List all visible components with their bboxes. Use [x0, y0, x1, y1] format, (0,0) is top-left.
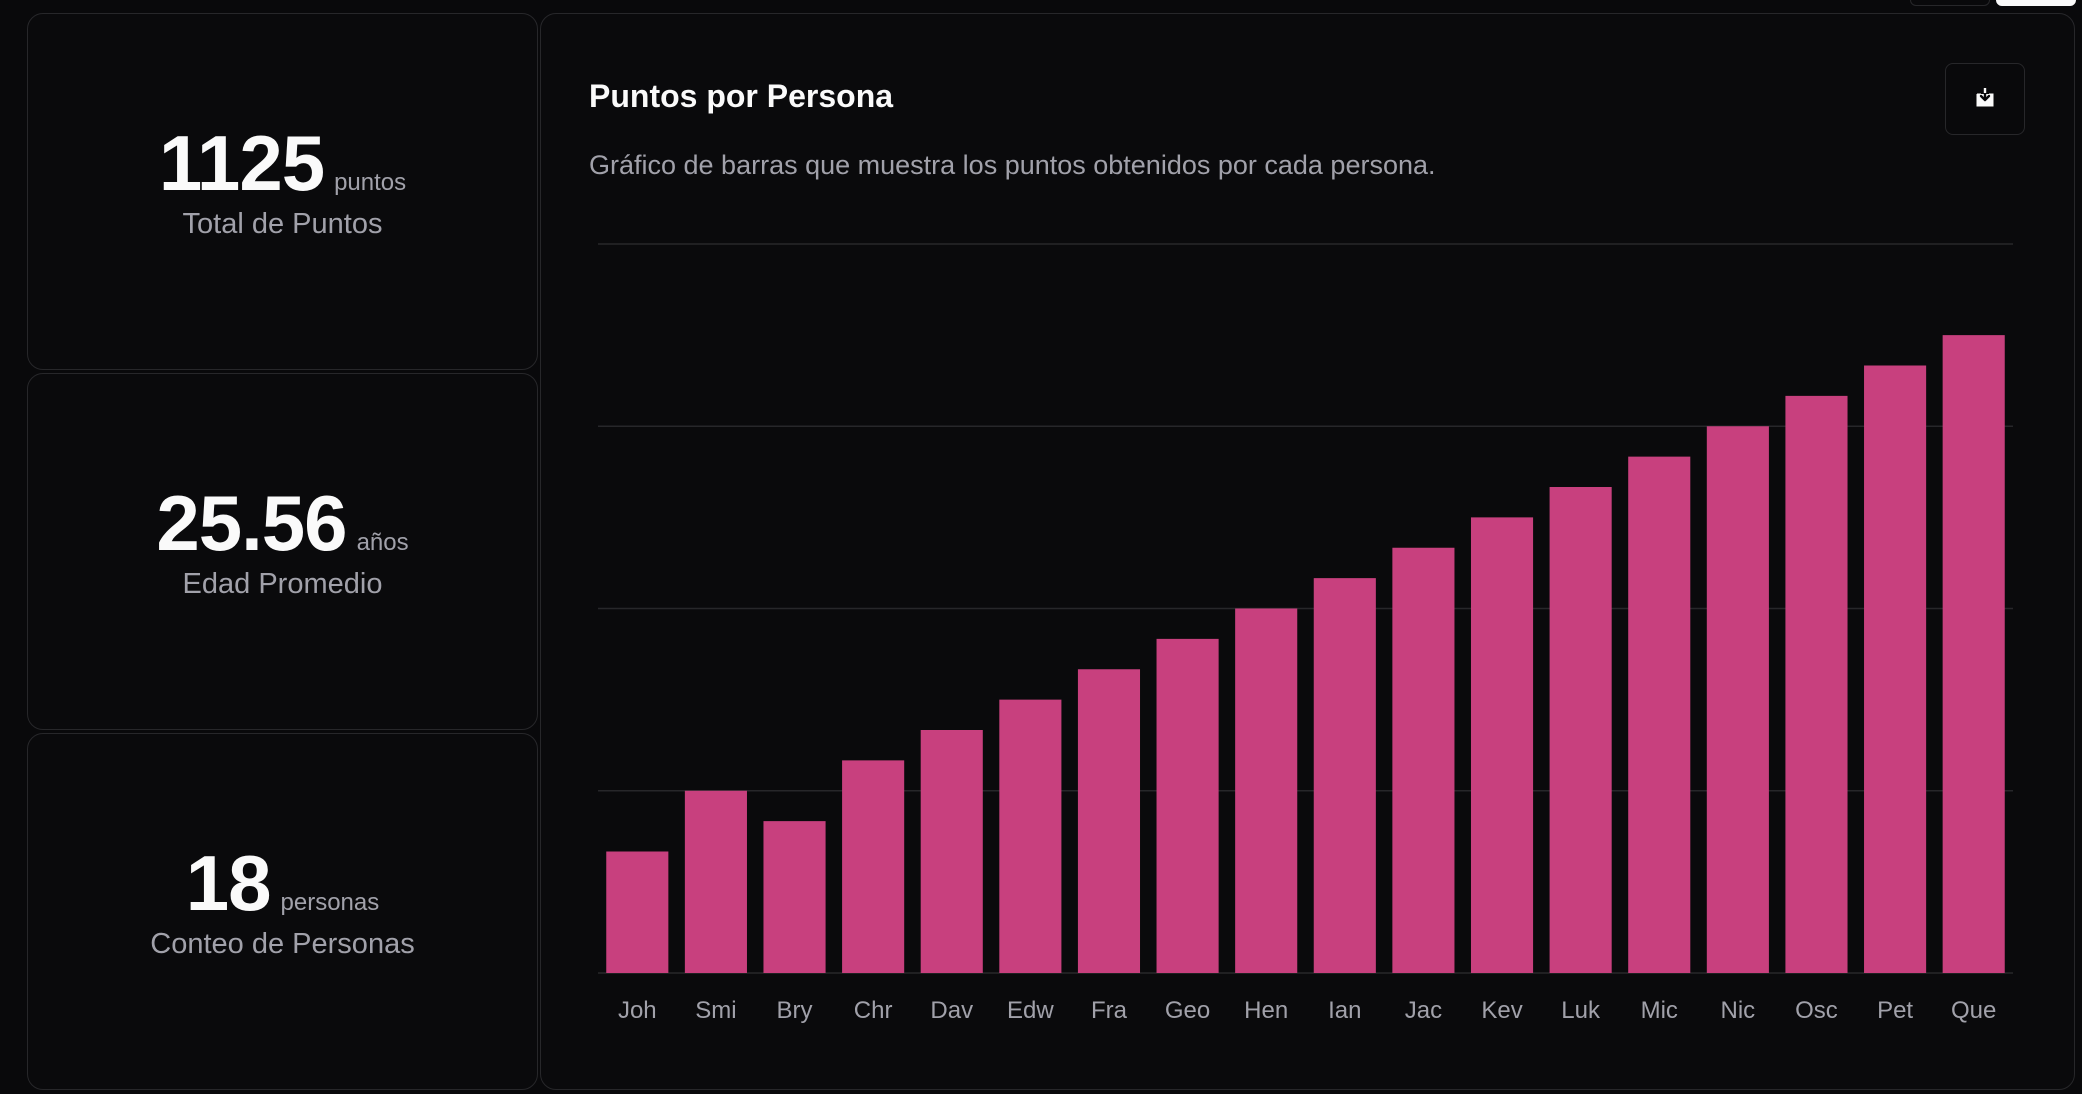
stat-value: 1125	[158, 119, 325, 207]
bar-mic[interactable]	[1628, 456, 1691, 973]
stat-label: Conteo de Personas	[150, 928, 415, 960]
stat-line: 1125 puntos	[159, 124, 406, 202]
stat-card-total-points: 1125 puntos Total de Puntos	[27, 13, 538, 370]
bar-osc[interactable]	[1785, 395, 1848, 973]
bar-bry[interactable]	[763, 821, 826, 973]
bar-chart: Joh Smi Bry Chr Dav Edw Fra Geo Hen Ian Jac Kev Luk M…	[598, 243, 2013, 1024]
bar-kev[interactable]	[1470, 517, 1534, 973]
x-tick-label: Kev	[1481, 997, 1522, 1024]
stat-label: Edad Promedio	[182, 568, 383, 600]
bar-joh[interactable]	[606, 851, 669, 974]
x-tick-label: Luk	[1561, 997, 1601, 1024]
x-tick-label: Osc	[1795, 997, 1838, 1024]
x-tick-label: Nic	[1721, 997, 1756, 1024]
bar-chr[interactable]	[842, 760, 905, 973]
x-tick-label: Que	[1951, 997, 1996, 1024]
chart-title: Puntos por Persona	[589, 78, 894, 114]
x-tick-label: Hen	[1244, 997, 1288, 1024]
bar-fra[interactable]	[1077, 669, 1141, 973]
bar-que[interactable]	[1942, 335, 2005, 973]
stat-unit: puntos	[334, 169, 407, 196]
x-tick-label: Edw	[1007, 997, 1054, 1024]
toolbar-button-ghost[interactable]	[1910, 0, 1990, 6]
bar-smi[interactable]	[684, 790, 747, 973]
x-tick-label: Mic	[1641, 997, 1678, 1024]
bar-ian[interactable]	[1313, 578, 1376, 973]
x-tick-label: Chr	[854, 997, 893, 1024]
stat-line: 18 personas	[186, 844, 380, 922]
bar-dav[interactable]	[920, 730, 983, 973]
bar-nic[interactable]	[1706, 426, 1769, 973]
x-tick-label: Dav	[930, 997, 973, 1024]
bar-geo[interactable]	[1156, 638, 1219, 973]
download-button[interactable]	[1945, 63, 2025, 135]
stat-unit: personas	[280, 889, 380, 916]
bar-pet[interactable]	[1864, 365, 1927, 974]
stat-line: 25.56 años	[156, 484, 408, 562]
stat-card-average-age: 25.56 años Edad Promedio	[27, 373, 538, 730]
x-tick-label: Geo	[1165, 997, 1210, 1024]
bar-hen[interactable]	[1235, 608, 1298, 974]
bar-jac[interactable]	[1392, 547, 1455, 973]
stat-label: Total de Puntos	[182, 208, 383, 240]
x-tick-label: Joh	[618, 997, 657, 1024]
x-tick-label: Ian	[1328, 997, 1361, 1024]
stat-unit: años	[356, 529, 409, 556]
x-tick-label: Bry	[777, 997, 813, 1024]
x-tick-label: Fra	[1091, 997, 1128, 1024]
stat-value: 25.56	[156, 479, 347, 567]
stat-value: 18	[185, 839, 272, 927]
bar-luk[interactable]	[1549, 487, 1612, 973]
x-tick-label: Pet	[1877, 997, 1913, 1024]
chart-card: Puntos por Persona Gráfico de barras que…	[540, 13, 2075, 1090]
toolbar-button-primary[interactable]	[1996, 0, 2076, 6]
download-icon	[1974, 86, 1996, 113]
bar-edw[interactable]	[999, 699, 1062, 973]
stat-card-person-count: 18 personas Conteo de Personas	[27, 733, 538, 1090]
x-tick-label: Smi	[695, 997, 736, 1024]
chart-description: Gráfico de barras que muestra los puntos…	[589, 150, 1436, 180]
x-tick-label: Jac	[1405, 997, 1442, 1024]
